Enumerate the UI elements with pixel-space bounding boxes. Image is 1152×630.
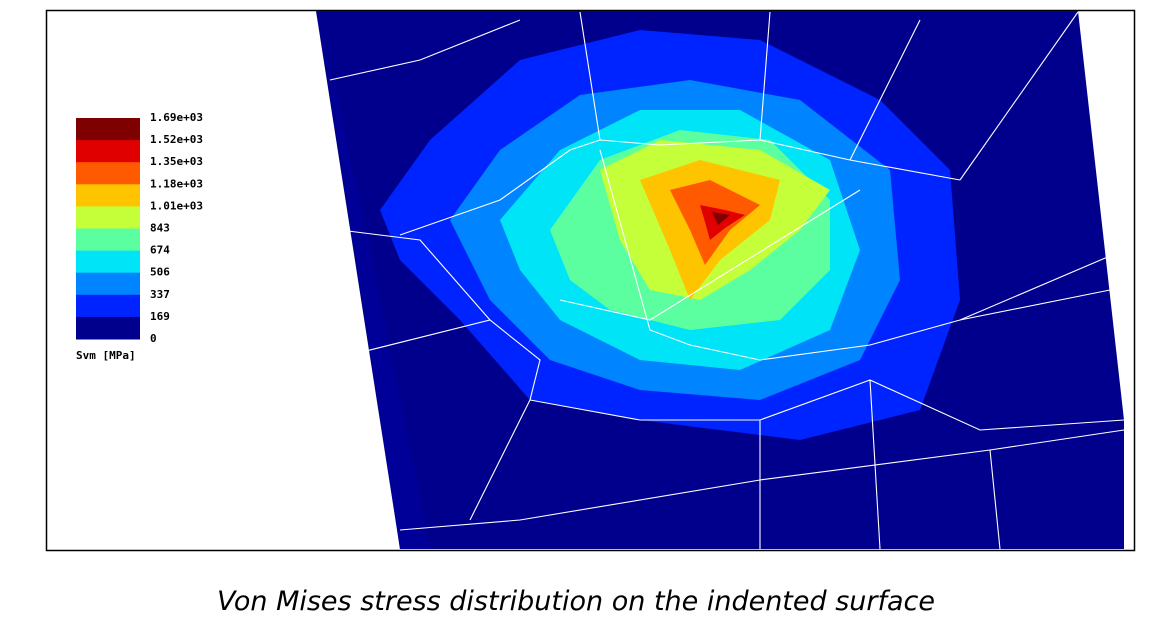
legend-swatch [76, 206, 140, 229]
caption: Von Mises stress distribution on the ind… [217, 586, 935, 617]
figure: 1.69e+03 1.52e+03 1.35e+03 1.18e+03 1.01e+03… [0, 0, 1152, 630]
legend-label: 0 [150, 332, 157, 345]
legend-label: 1.69e+03 [150, 111, 203, 124]
legend-swatch [76, 317, 140, 340]
legend-label: 1.18e+03 [150, 177, 203, 190]
legend-label: 506 [150, 266, 170, 279]
figure-canvas: 1.69e+03 1.52e+03 1.35e+03 1.18e+03 1.01e+03… [0, 0, 1152, 630]
legend-label: 337 [150, 288, 170, 301]
legend-swatch [76, 295, 140, 318]
legend-swatch [76, 184, 140, 207]
legend-swatch [76, 140, 140, 163]
legend-swatch [76, 162, 140, 185]
legend-label: 169 [150, 310, 170, 323]
legend-label: 843 [150, 222, 170, 235]
legend-label: 674 [150, 244, 170, 257]
legend-swatch [76, 251, 140, 274]
legend-swatch [76, 118, 140, 141]
legend-swatch [76, 273, 140, 296]
legend-title: Svm [MPa] [76, 349, 136, 362]
fem-render [316, 11, 1124, 549]
legend-swatch [76, 229, 140, 252]
legend-label: 1.01e+03 [150, 199, 203, 212]
legend-label: 1.35e+03 [150, 155, 203, 168]
legend-label: 1.52e+03 [150, 133, 203, 146]
